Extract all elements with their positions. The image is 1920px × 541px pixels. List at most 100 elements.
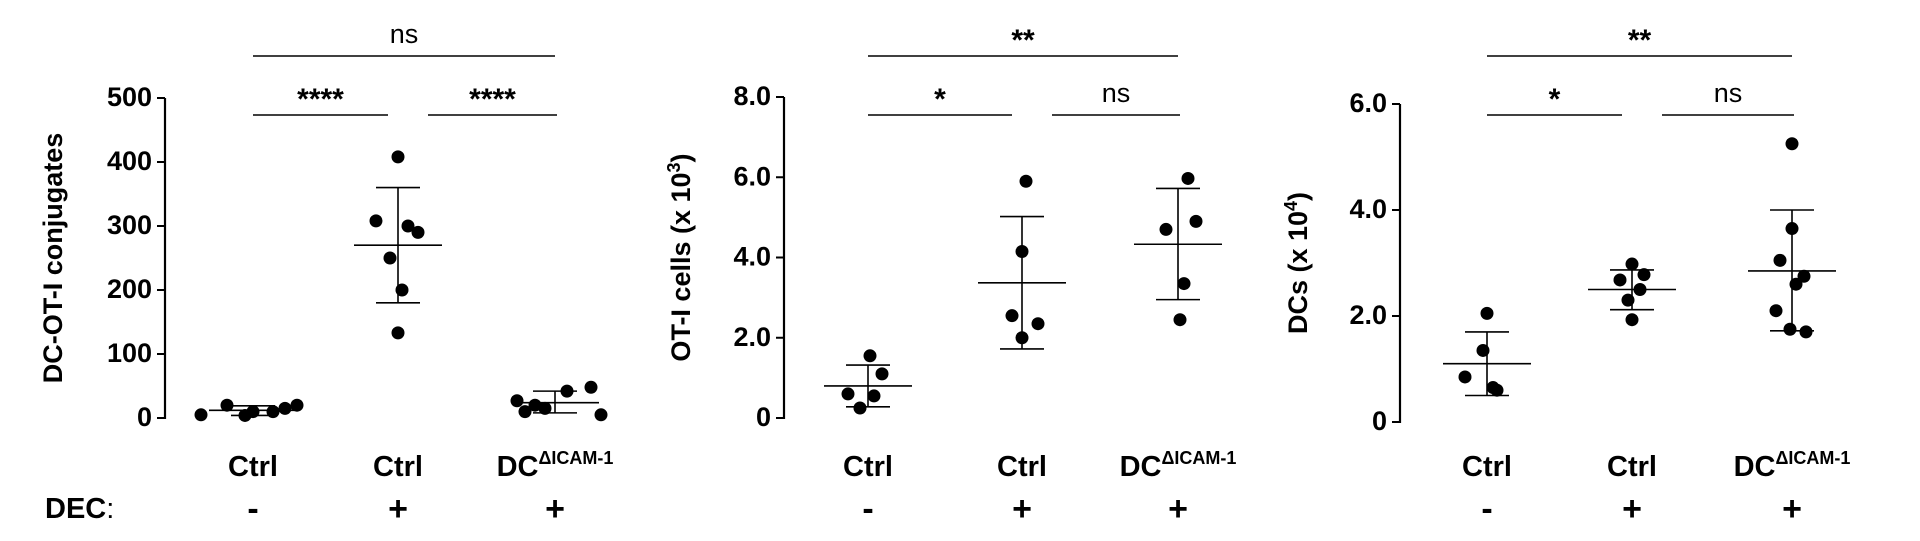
data-point [1476, 343, 1490, 357]
data-point [290, 398, 304, 412]
data-point [867, 389, 881, 403]
dec-sign: - [1481, 490, 1492, 528]
data-point [863, 349, 877, 363]
data-point [518, 405, 532, 419]
y-tick-label: 6.0 [1349, 88, 1387, 118]
data-point [1621, 293, 1635, 307]
y-tick-label: 8.0 [733, 81, 771, 111]
data-point [1189, 214, 1203, 228]
data-point [1797, 269, 1811, 283]
dec-sign: - [247, 490, 258, 528]
data-point [1637, 268, 1651, 282]
significance-label: * [934, 83, 946, 116]
significance-label: ns [1102, 78, 1131, 108]
data-point [194, 408, 208, 422]
data-point [1458, 370, 1472, 384]
y-tick-label: 100 [107, 338, 152, 368]
category-label: Ctrl [228, 451, 278, 483]
dec-sign: - [862, 490, 873, 528]
data-point [369, 214, 383, 228]
data-point [1019, 174, 1033, 188]
data-point [538, 401, 552, 415]
category-label: DCΔICAM-1 [497, 448, 614, 483]
dec-sign: + [1622, 490, 1642, 528]
y-tick-label: 0 [1372, 406, 1387, 436]
category-label: Ctrl [1607, 451, 1657, 483]
significance-label: ns [390, 19, 419, 49]
data-point [1490, 383, 1504, 397]
category-label: DCΔICAM-1 [1734, 448, 1851, 483]
data-point [1480, 306, 1494, 320]
data-point [1613, 273, 1627, 287]
data-point [853, 401, 867, 415]
category-label: DCΔICAM-1 [1120, 448, 1237, 483]
category-label: Ctrl [997, 451, 1047, 483]
data-point [1173, 313, 1187, 327]
data-point [1015, 331, 1029, 345]
significance-label: * [1549, 83, 1561, 116]
y-tick-label: 6.0 [733, 161, 771, 191]
data-point [391, 326, 405, 340]
data-point [841, 387, 855, 401]
panel-ot1-cells: 0 2.0 4.0 6.0 8.0 OT-I cells (x 103) Ctrl - Ctrl… [664, 24, 1236, 528]
data-point [594, 408, 608, 422]
data-point [278, 401, 292, 415]
data-point [1159, 222, 1173, 236]
data-point [1181, 171, 1195, 185]
data-point [401, 219, 415, 233]
y-tick-label: 400 [107, 146, 152, 176]
data-point [510, 394, 524, 408]
dec-sign: + [1168, 490, 1188, 528]
data-point [1031, 317, 1045, 331]
data-point [383, 251, 397, 265]
data-point [1005, 309, 1019, 323]
y-axis-label: DCs (x 104) [1281, 192, 1313, 334]
data-point [1789, 277, 1803, 291]
data-point [1799, 325, 1813, 339]
dec-sign: + [388, 490, 408, 528]
data-point [560, 384, 574, 398]
data-point [875, 367, 889, 381]
data-point [1633, 283, 1647, 296]
y-tick-label: 200 [107, 274, 152, 304]
data-point [528, 398, 542, 412]
data-point [1785, 137, 1799, 151]
data-point [1783, 322, 1797, 336]
y-tick-label: 0 [137, 402, 152, 432]
data-point [411, 225, 425, 239]
y-tick-label: 500 [107, 82, 152, 112]
panel-dcs: 0 2.0 4.0 6.0 DCs (x 104) Ctrl - Ctrl + DCΔICAM-1… [1281, 24, 1850, 528]
significance-label: ** [1011, 24, 1035, 57]
y-tick-label: 4.0 [733, 242, 771, 272]
significance-label: **** [469, 83, 516, 116]
dec-row-label: DEC: [45, 493, 114, 525]
dec-sign: + [545, 490, 565, 528]
y-tick-label: 300 [107, 210, 152, 240]
data-point [1785, 222, 1799, 236]
data-point [1773, 253, 1787, 267]
category-label: Ctrl [373, 451, 423, 483]
y-tick-label: 4.0 [1349, 194, 1387, 224]
significance-label: ns [1714, 78, 1743, 108]
data-point [220, 398, 234, 412]
data-point [584, 380, 598, 394]
category-label: Ctrl [843, 451, 893, 483]
panel-conjugates: 0 100 200 300 400 500 DC-OT-I conjugates Ctrl - C… [38, 19, 613, 528]
data-point [1625, 257, 1639, 271]
dec-sign: + [1012, 490, 1032, 528]
y-tick-label: 2.0 [733, 322, 771, 352]
data-point [395, 283, 409, 297]
data-point [238, 408, 252, 422]
data-point [1177, 277, 1191, 291]
y-tick-label: 2.0 [1349, 300, 1387, 330]
dec-sign: + [1782, 490, 1802, 528]
data-point [1769, 304, 1783, 318]
data-point [1015, 244, 1029, 258]
y-tick-label: 0 [756, 402, 771, 432]
category-label: Ctrl [1462, 451, 1512, 483]
data-point [266, 405, 280, 419]
data-point [1625, 313, 1639, 327]
significance-label: **** [297, 83, 344, 116]
significance-label: ** [1628, 24, 1652, 57]
